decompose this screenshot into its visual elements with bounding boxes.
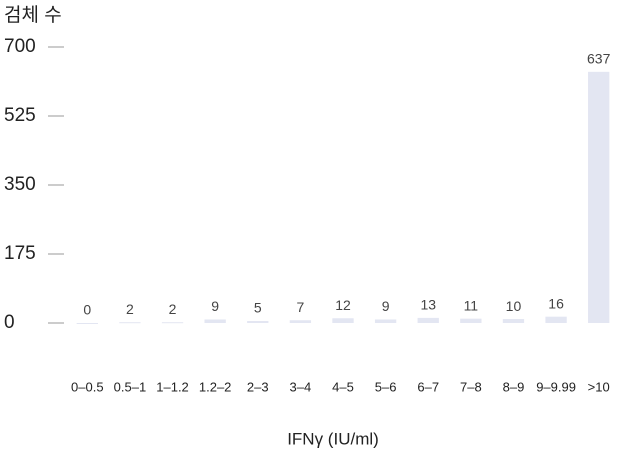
value-label: 2 [126,301,134,317]
bar [289,320,312,323]
y-tick-label: 350 [4,174,36,195]
y-tick-label: 0 [4,312,15,333]
bar [161,322,184,324]
bar [332,318,354,323]
bar [204,319,226,323]
bar [588,71,610,323]
value-label: 13 [420,297,436,313]
bar [417,317,439,323]
bar [76,323,98,324]
value-label: 7 [296,299,304,315]
x-tick-label: 0–0.5 [71,379,104,394]
value-label: 5 [254,300,262,316]
bar [502,319,525,323]
value-label: 9 [211,298,219,314]
value-label: 637 [587,51,611,67]
value-label: 16 [548,295,564,311]
x-tick-label: 7–8 [460,379,482,394]
x-tick-label: 5–6 [375,379,397,394]
value-label: 9 [382,298,390,314]
value-label: 12 [335,297,351,313]
x-tick-label: 8–9 [503,379,525,394]
x-tick-label: 3–4 [290,379,312,394]
x-tick-label: >10 [588,379,610,394]
x-tick-label: 1–1.2 [156,379,189,394]
y-tick-label: 175 [4,243,36,264]
value-label: 10 [506,298,522,314]
y-axis-title: 검체 수 [4,4,62,26]
x-tick-label: 6–7 [417,379,439,394]
x-tick-label: 1.2–2 [199,379,232,394]
bar [545,316,567,323]
y-tick-label: 525 [4,105,36,126]
x-tick-label: 9–9.99 [536,379,576,394]
value-label: 0 [83,302,91,318]
y-tick-label: 700 [4,36,36,57]
x-tick-label: 2–3 [247,379,269,394]
x-tick-label: 0.5–1 [114,379,147,394]
value-label: 11 [464,297,479,313]
value-label: 2 [169,301,177,317]
bar [460,318,482,323]
bar [119,322,141,324]
bar [374,319,397,323]
x-axis-title: IFNγ (IU/ml) [287,429,379,448]
bar [247,321,269,323]
x-tick-label: 4–5 [332,379,354,394]
